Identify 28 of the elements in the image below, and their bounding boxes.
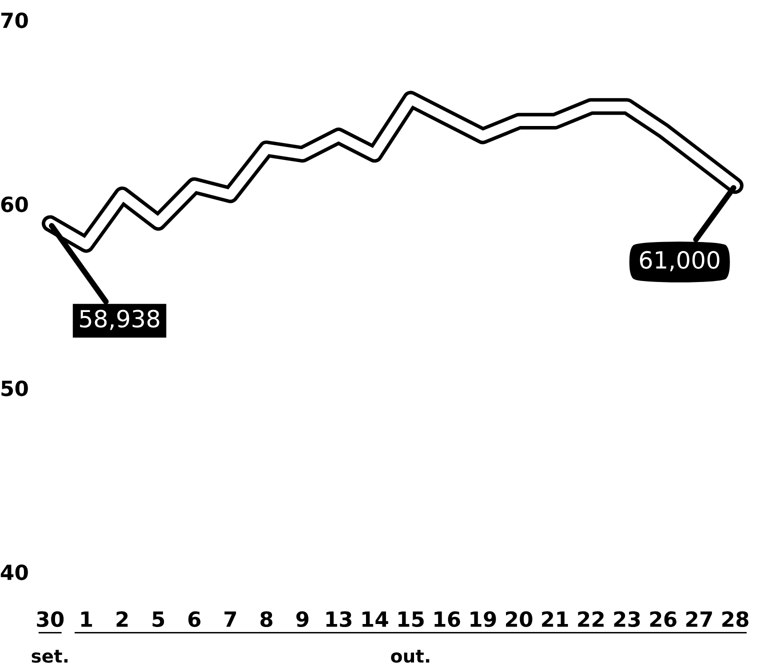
- x-tick-label: 8: [260, 611, 272, 628]
- annotation: 58,938: [80, 310, 160, 330]
- annotation: 61,000: [640, 250, 720, 272]
- text: set.: [32, 650, 68, 663]
- x-tick-label: 1: [81, 612, 92, 627]
- x-tick-label: 15: [398, 612, 424, 628]
- x-tick-label: 27: [686, 611, 712, 627]
- x-tick-label: 14: [362, 612, 388, 627]
- x-tick-label: 7: [224, 612, 236, 627]
- x-tick-label: 16: [434, 611, 460, 628]
- y-tick-label: 40: [0, 564, 28, 580]
- x-tick-label: 13: [326, 611, 352, 628]
- x-tick-label: 6: [188, 611, 200, 628]
- x-tick-label: 9: [296, 611, 308, 628]
- x-tick-label: 20: [506, 611, 532, 628]
- x-tick-label: 21: [542, 611, 568, 627]
- x-tick-label: 23: [614, 611, 640, 628]
- y-tick-label: 50: [2, 380, 28, 396]
- text: out.: [391, 650, 430, 663]
- x-tick-label: 19: [470, 611, 496, 628]
- x-tick-label: 30: [36, 611, 64, 628]
- x-tick-label: 5: [152, 612, 164, 628]
- x-tick-label: 2: [116, 611, 128, 627]
- y-tick-label: 60: [1, 196, 28, 212]
- y-tick-label: 70: [1, 12, 28, 28]
- x-tick-label: 22: [578, 611, 604, 627]
- x-tick-label: 26: [650, 611, 676, 628]
- x-tick-label: 28: [722, 611, 748, 628]
